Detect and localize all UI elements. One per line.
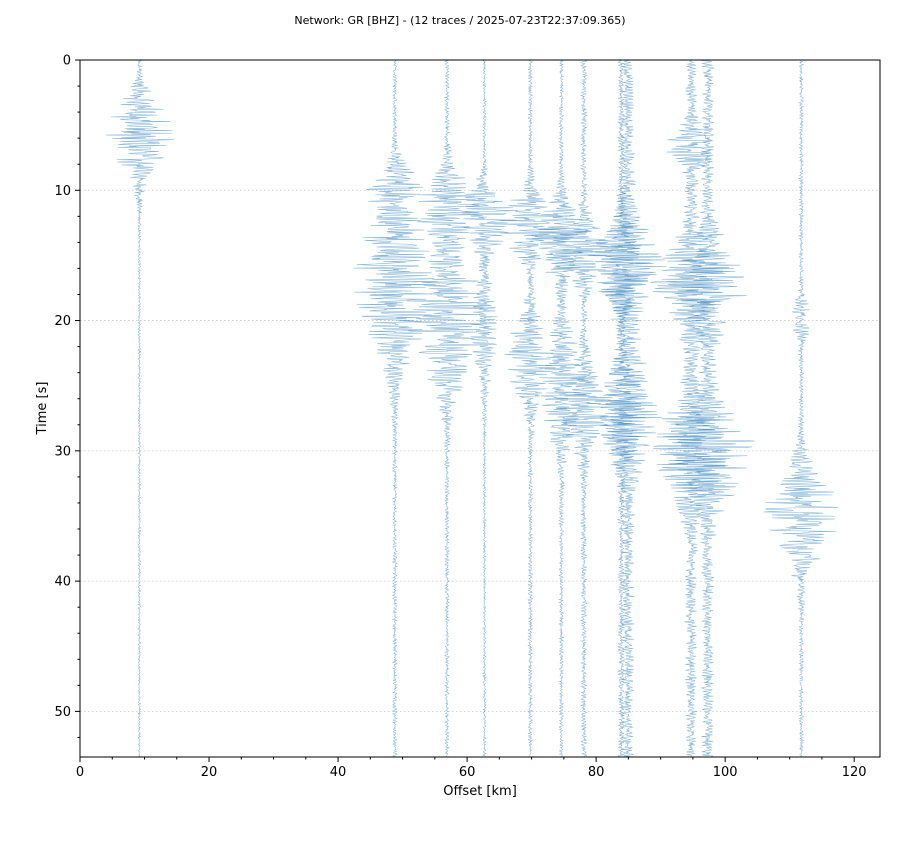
x-tick-label-0: 0: [76, 765, 84, 780]
x-tick-label-120: 120: [842, 765, 867, 780]
trace-10: [650, 59, 734, 757]
trace-9: [588, 59, 667, 757]
y-tick-label-30: 30: [54, 444, 71, 459]
trace-1: [106, 59, 175, 757]
grid-lines: [80, 59, 880, 712]
y-tick-label-20: 20: [54, 314, 71, 329]
x-tick-label-40: 40: [330, 765, 347, 780]
y-axis-label: Time [s]: [35, 382, 50, 436]
chart-title: Network: GR [BHZ] - (12 traces / 2025-07…: [294, 14, 625, 27]
trace-6: [531, 59, 592, 757]
y-tick-label-0: 0: [63, 54, 71, 69]
trace-7: [554, 59, 619, 757]
x-tick-label-20: 20: [201, 765, 218, 780]
plot-frame: [79, 59, 881, 758]
trace-layer: [106, 59, 839, 757]
x-axis-label: Offset [km]: [443, 784, 517, 799]
x-tick-label-80: 80: [588, 765, 605, 780]
axes: 0 10 20 30 40 50 0 20 40 60 80 100 120: [54, 54, 866, 781]
trace-2: [353, 59, 438, 757]
trace-5: [493, 59, 568, 757]
trace-4: [461, 59, 518, 757]
trace-11: [663, 59, 755, 757]
x-tick-label-60: 60: [459, 765, 476, 780]
y-tick-label-40: 40: [54, 575, 71, 590]
trace-3: [406, 59, 488, 757]
y-tick-label-10: 10: [54, 184, 71, 199]
x-tick-label-100: 100: [713, 765, 738, 780]
y-tick-label-50: 50: [54, 705, 71, 720]
trace-12: [763, 59, 839, 757]
